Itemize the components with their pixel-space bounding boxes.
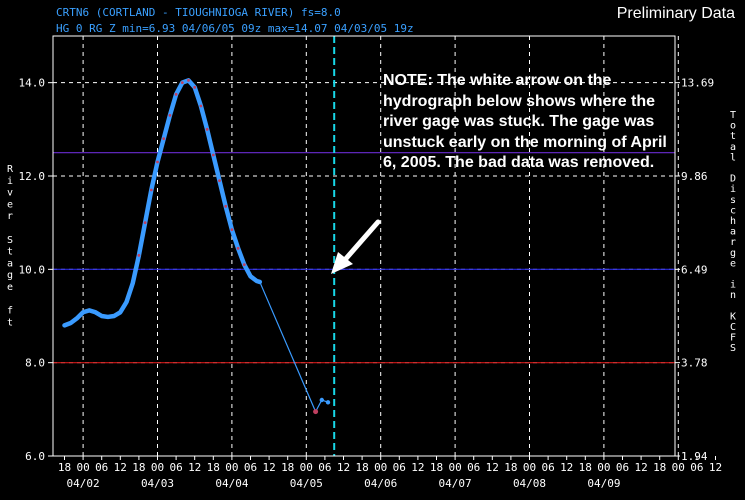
x-hour-label: 18	[58, 461, 71, 474]
x-hour-label: 18	[430, 461, 443, 474]
x-hour-label: 06	[467, 461, 480, 474]
x-hour-label: 06	[616, 461, 629, 474]
stage-series-line-thin	[259, 281, 329, 414]
x-date-label: 04/02	[67, 477, 100, 490]
observation-dot	[168, 113, 172, 117]
observation-dot	[224, 204, 228, 208]
x-date-label: 04/09	[587, 477, 620, 490]
x-date-label: 04/04	[215, 477, 248, 490]
y-tick-label: 10.0	[19, 263, 46, 276]
x-hour-label: 00	[672, 461, 685, 474]
y-tick-label: 12.0	[19, 170, 46, 183]
white-arrow-head	[331, 252, 353, 274]
x-hour-label: 18	[207, 461, 220, 474]
observation-dot	[199, 104, 203, 108]
x-hour-label: 06	[169, 461, 182, 474]
x-hour-label: 00	[597, 461, 610, 474]
x-date-label: 04/08	[513, 477, 546, 490]
y2-tick-label: 13.69	[681, 77, 714, 90]
observation-point	[313, 409, 319, 415]
observation-dot	[187, 78, 190, 82]
observation-dot	[230, 228, 234, 232]
chart-title: CRTN6 (CORTLAND - TIOUGHNIOGA RIVER) fs=…	[56, 6, 341, 19]
x-hour-label: 06	[541, 461, 554, 474]
y-tick-label: 6.0	[25, 450, 45, 463]
observation-dot	[143, 221, 147, 225]
y2-tick-label: 9.86	[681, 170, 708, 183]
x-hour-label: 00	[225, 461, 238, 474]
x-hour-label: 18	[653, 461, 666, 474]
observation-dot	[162, 137, 166, 141]
x-hour-label: 18	[504, 461, 517, 474]
observation-dot	[174, 92, 178, 96]
observation-dot	[156, 160, 159, 164]
x-hour-label: 00	[374, 461, 387, 474]
x-hour-label: 18	[579, 461, 592, 474]
observation-dot	[211, 153, 215, 157]
x-hour-label: 12	[411, 461, 424, 474]
x-hour-label: 12	[114, 461, 127, 474]
y2-tick-label: 1.94	[681, 450, 708, 463]
x-hour-label: 12	[486, 461, 499, 474]
x-hour-label: 00	[523, 461, 536, 474]
note-annotation: NOTE: The white arrow on the hydrograph …	[383, 72, 667, 171]
observation-dot	[218, 179, 221, 183]
observation-dot	[149, 188, 153, 192]
observation-dot	[236, 246, 240, 250]
x-hour-label: 12	[560, 461, 573, 474]
y-tick-label: 8.0	[25, 357, 45, 370]
plot-frame	[52, 35, 676, 457]
observation-dot	[205, 127, 209, 131]
x-hour-label: 18	[355, 461, 368, 474]
y2-tick-label: 3.78	[681, 357, 708, 370]
x-hour-label: 12	[634, 461, 647, 474]
white-arrow-shaft	[340, 219, 381, 265]
observation-dot	[180, 81, 184, 85]
x-hour-label: 00	[448, 461, 461, 474]
y2-tick-label: 6.49	[681, 263, 708, 276]
x-hour-label: 06	[393, 461, 406, 474]
x-hour-label: 06	[690, 461, 703, 474]
observation-dot	[137, 253, 141, 257]
x-hour-label: 12	[337, 461, 350, 474]
x-hour-label: 06	[244, 461, 257, 474]
preliminary-data-label: Preliminary Data	[616, 5, 735, 22]
x-hour-label: 12	[188, 461, 201, 474]
x-hour-label: 18	[132, 461, 145, 474]
x-date-label: 04/06	[364, 477, 397, 490]
observation-dot	[193, 85, 197, 89]
chart-subtitle: HG 0 RG Z min=6.93 04/06/05 09z max=14.0…	[56, 22, 414, 35]
x-hour-label: 12	[709, 461, 722, 474]
y-tick-label: 14.0	[19, 77, 46, 90]
x-hour-label: 18	[281, 461, 294, 474]
x-hour-label: 00	[76, 461, 89, 474]
x-date-label: 04/05	[290, 477, 323, 490]
x-hour-label: 00	[151, 461, 164, 474]
observation-dot	[242, 263, 246, 267]
stage-series-line	[62, 78, 263, 328]
x-hour-label: 06	[95, 461, 108, 474]
x-date-label: 04/03	[141, 477, 174, 490]
x-hour-label: 00	[300, 461, 313, 474]
x-hour-label: 06	[318, 461, 331, 474]
x-date-label: 04/07	[439, 477, 472, 490]
x-hour-label: 12	[262, 461, 275, 474]
observation-point	[319, 397, 324, 403]
observation-point	[325, 400, 331, 405]
